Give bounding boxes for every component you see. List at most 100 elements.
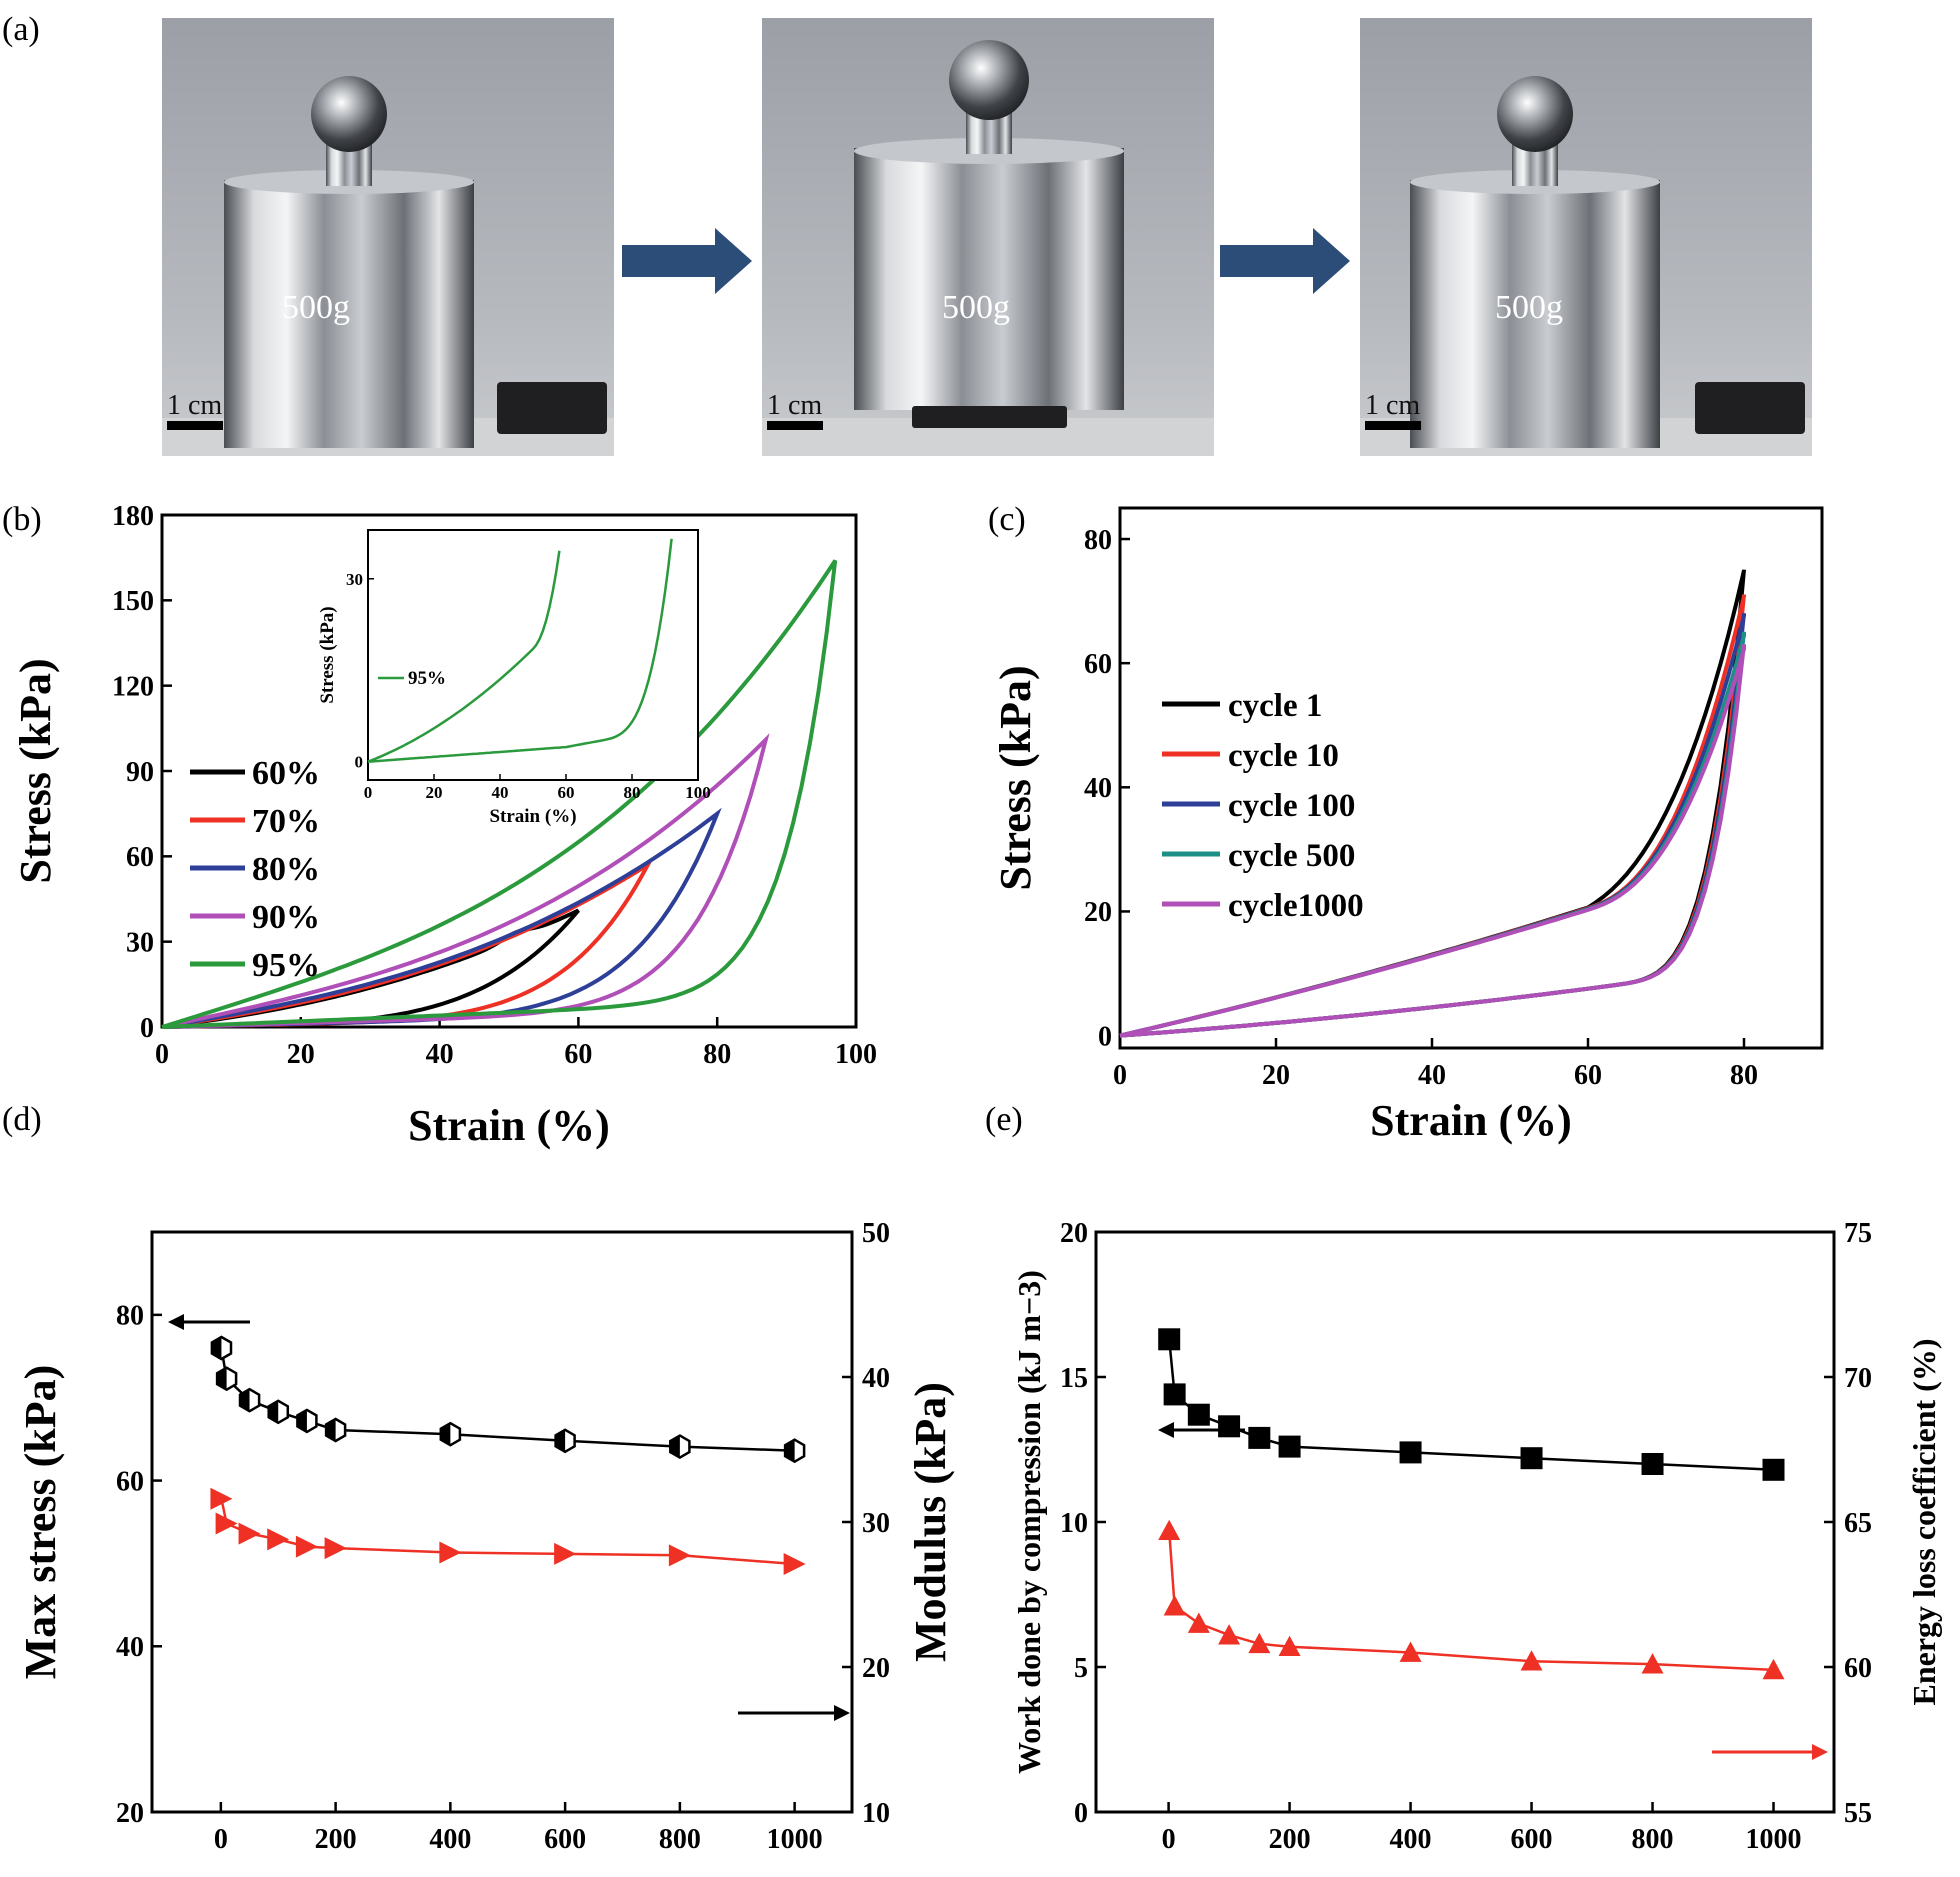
panel-d-label: (d) — [2, 1101, 42, 1138]
c-y-tick-label: 0 — [1098, 1021, 1112, 1052]
e-marker-Work done-3 — [1218, 1415, 1241, 1438]
e-marker-Work done-0 — [1158, 1328, 1181, 1351]
e-marker-Work done-6 — [1399, 1441, 1422, 1464]
d-marker-Max stress-3-half — [268, 1400, 279, 1423]
d-axis-arrowhead-left — [168, 1314, 184, 1330]
d-marker-Max stress-4-half — [297, 1409, 307, 1432]
c-series-line-cycle 100 — [1119, 613, 1746, 1038]
d-x-tick-label: 0 — [214, 1824, 228, 1855]
d-marker-Modulus-6 — [439, 1541, 462, 1564]
b-y-tick-label: 0 — [140, 1013, 154, 1044]
e-x-tick-label: 200 — [1269, 1824, 1311, 1855]
b-xlabel: Strain (%) — [408, 1101, 610, 1150]
e-marker-Work done-2 — [1187, 1403, 1210, 1426]
plot-frame — [1118, 506, 1824, 1050]
e-marker-Work done-1 — [1163, 1383, 1186, 1406]
d-yl-tick-label: 80 — [116, 1301, 144, 1332]
photo-3: 500g 1 cm — [1360, 18, 1812, 456]
scale-bar — [1365, 421, 1421, 430]
d-yr-tick-label: 10 — [862, 1798, 890, 1829]
e-marker-Work done-8 — [1641, 1453, 1664, 1475]
e-marker-Energy loss-5 — [1278, 1635, 1301, 1657]
scale-bar-label: 1 cm — [1365, 390, 1420, 421]
panel-c-label: (c) — [988, 501, 1026, 538]
d-marker-Modulus-0 — [210, 1487, 233, 1510]
e-yl-tick-label: 0 — [1074, 1798, 1088, 1829]
b-series-line-95% — [161, 559, 838, 1029]
d-marker-Modulus-8 — [668, 1544, 691, 1567]
inset-x-tick-label: 20 — [426, 783, 443, 802]
e-x-tick-label: 800 — [1632, 1824, 1674, 1855]
d-marker-Max stress-7-half — [555, 1429, 566, 1452]
e-x-tick-label: 400 — [1390, 1824, 1432, 1855]
c-xlabel: Strain (%) — [1370, 1096, 1572, 1145]
d-yl-tick-label: 40 — [116, 1632, 144, 1663]
d-yl-tick-label: 60 — [116, 1466, 144, 1497]
c-legend-label-cycle 500: cycle 500 — [1228, 838, 1355, 874]
c-y-tick-label: 60 — [1084, 649, 1112, 680]
inset-x-tick-label: 80 — [624, 783, 641, 802]
d-marker-Max stress-6-half — [440, 1423, 451, 1446]
photo-1: 500g 1 cm — [162, 18, 614, 456]
d-line-Max stress — [220, 1347, 795, 1452]
d-ylabel-right: Modulus (kPa) — [906, 1382, 955, 1662]
e-marker-Energy loss-3 — [1218, 1624, 1241, 1645]
panel-a-label: (a) — [2, 11, 40, 48]
d-x-tick-label: 200 — [315, 1824, 357, 1855]
d-marker-Modulus-3 — [267, 1528, 290, 1551]
e-marker-Energy loss-9 — [1762, 1658, 1785, 1680]
c-y-tick-label: 80 — [1084, 525, 1112, 556]
inset-x-tick-label: 100 — [685, 783, 711, 802]
d-x-tick-label: 600 — [544, 1824, 586, 1855]
c-legend-label-cycle 1: cycle 1 — [1228, 688, 1322, 724]
inset-loading-curve — [367, 550, 561, 763]
e-marker-Energy loss-6 — [1399, 1641, 1422, 1662]
c-legend-label-cycle1000: cycle1000 — [1228, 888, 1364, 924]
e-marker-Energy loss-7 — [1520, 1650, 1543, 1671]
e-marker-Work done-7 — [1520, 1447, 1543, 1470]
e-marker-Work done-4 — [1248, 1426, 1271, 1449]
e-yr-tick-label: 55 — [1844, 1798, 1872, 1829]
d-marker-Modulus-1 — [215, 1512, 238, 1535]
e-axis-arrowhead-right — [1812, 1744, 1828, 1760]
b-y-tick-label: 60 — [126, 842, 154, 873]
weight-500g-icon — [224, 76, 474, 448]
e-ylabel-right: Energy loss coefficient (%) — [1906, 1338, 1942, 1705]
b-legend-label-80%: 80% — [252, 851, 320, 888]
e-marker-Work done-5 — [1278, 1435, 1301, 1458]
inset-x-tick-label: 0 — [364, 783, 373, 802]
d-marker-Modulus-2 — [238, 1522, 261, 1545]
d-xlabel: Cycle number — [369, 1871, 634, 1877]
b-x-tick-label: 20 — [287, 1039, 315, 1070]
b-x-tick-label: 60 — [564, 1039, 592, 1070]
e-yr-tick-label: 75 — [1844, 1218, 1872, 1249]
c-x-tick-label: 60 — [1574, 1060, 1602, 1091]
c-x-tick-label: 20 — [1262, 1060, 1290, 1091]
e-x-tick-label: 0 — [1162, 1824, 1176, 1855]
b-y-tick-label: 150 — [112, 586, 154, 617]
inset-x-tick-label: 40 — [492, 783, 509, 802]
b-x-tick-label: 40 — [426, 1039, 454, 1070]
weight-500g-icon — [1410, 76, 1660, 448]
d-line-Modulus — [220, 1498, 795, 1566]
e-x-tick-label: 600 — [1511, 1824, 1553, 1855]
c-x-tick-label: 0 — [1113, 1060, 1127, 1091]
scale-bar — [767, 421, 823, 430]
weight-500g-icon — [854, 40, 1124, 410]
d-yr-tick-label: 50 — [862, 1218, 890, 1249]
d-x-tick-label: 800 — [659, 1824, 701, 1855]
panel-e-label: (e) — [985, 1101, 1023, 1138]
d-marker-Modulus-9 — [783, 1553, 806, 1576]
c-x-tick-label: 40 — [1418, 1060, 1446, 1091]
inset-legend-label: 95% — [408, 668, 446, 689]
panel-a: (a) 500g 1 cm — [2, 11, 1812, 456]
e-yl-tick-label: 20 — [1060, 1218, 1088, 1249]
inset-x-tick-label: 60 — [558, 783, 575, 802]
weight-label: 500g — [942, 289, 1010, 326]
inset-y-tick-label: 0 — [355, 753, 364, 772]
d-marker-Max stress-2-half — [240, 1389, 250, 1412]
d-marker-Max stress-5-half — [326, 1419, 336, 1442]
c-y-tick-label: 20 — [1084, 897, 1112, 928]
b-y-tick-label: 120 — [112, 671, 154, 702]
inset-unloading-curve — [367, 538, 673, 763]
